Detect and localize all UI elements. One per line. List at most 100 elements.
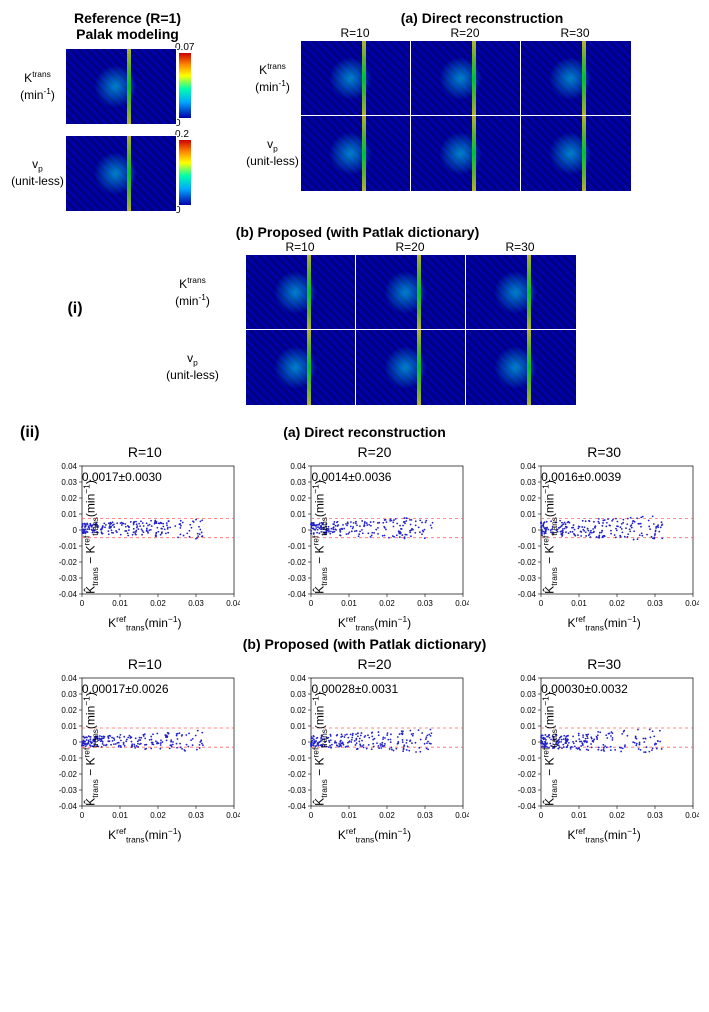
svg-text:0.04: 0.04 (61, 462, 77, 471)
cb0-max: 0.07 (175, 42, 194, 53)
svg-text:0.03: 0.03 (61, 478, 77, 487)
svg-text:-0.03: -0.03 (59, 786, 78, 795)
svg-text:-0.04: -0.04 (59, 802, 78, 811)
y-axis-label: K̂trans − Kreftrans(min−1) (541, 480, 559, 594)
svg-text:-0.03: -0.03 (288, 786, 307, 795)
pb-hm-00 (245, 254, 357, 331)
panel-a-title: (a) Direct reconstruction (245, 10, 709, 26)
pb-col-0: R=10 (245, 240, 355, 254)
svg-text:0: 0 (80, 599, 85, 608)
svg-text:0.02: 0.02 (380, 599, 396, 608)
svg-text:-0.02: -0.02 (518, 558, 537, 567)
svg-text:0.04: 0.04 (456, 811, 470, 820)
svg-text:0.02: 0.02 (521, 706, 537, 715)
panel-b-title: (b) Proposed (with Patlak dictionary) (140, 224, 575, 240)
svg-text:0.01: 0.01 (112, 811, 128, 820)
svg-text:0.03: 0.03 (188, 811, 204, 820)
scatter-subtitle: R=10 (50, 656, 240, 672)
svg-text:0.03: 0.03 (61, 690, 77, 699)
svg-text:0: 0 (309, 811, 314, 820)
scatter-plot: R=20 00.010.020.030.04-0.04-0.03-0.02-0.… (279, 656, 469, 844)
x-axis-label: Kreftrans(min−1) (279, 826, 469, 844)
svg-text:0.03: 0.03 (188, 599, 204, 608)
panel-a: (a) Direct reconstruction R=10 R=20 R=30… (245, 10, 709, 190)
svg-text:0.03: 0.03 (418, 811, 434, 820)
svg-text:0: 0 (532, 526, 537, 535)
svg-text:0.01: 0.01 (61, 722, 77, 731)
scatter-subtitle: R=30 (509, 444, 699, 460)
pb-col-1: R=20 (355, 240, 465, 254)
pb-hm-02 (465, 254, 577, 331)
svg-text:0.02: 0.02 (291, 706, 307, 715)
section-ii: (ii) (a) Direct reconstruction R=10 0 0.0… (10, 424, 709, 845)
scatter-plot: R=20 00.010.020.030.04-0.04-0.03-0.02-0.… (279, 444, 469, 632)
pa-row-label-1: vp(unit-less) (245, 137, 300, 168)
svg-text:0.04: 0.04 (521, 462, 537, 471)
pb-col-2: R=30 (465, 240, 575, 254)
section-ii-tag: (ii) (20, 424, 40, 442)
colorbar-1: 0.2 0 (175, 129, 191, 216)
svg-text:-0.03: -0.03 (288, 574, 307, 583)
cb1-max: 0.2 (175, 129, 189, 140)
pb-hm-11 (355, 329, 467, 406)
svg-text:0.04: 0.04 (291, 674, 307, 683)
svg-text:-0.02: -0.02 (288, 770, 307, 779)
svg-text:0.04: 0.04 (521, 674, 537, 683)
svg-text:0.03: 0.03 (647, 811, 663, 820)
svg-text:0.01: 0.01 (521, 510, 537, 519)
svg-text:-0.02: -0.02 (518, 770, 537, 779)
svg-text:0.01: 0.01 (571, 811, 587, 820)
x-axis-label: Kreftrans(min−1) (50, 614, 240, 632)
svg-text:-0.01: -0.01 (288, 542, 307, 551)
svg-text:0.01: 0.01 (291, 510, 307, 519)
reference-title1: Reference (R=1) (10, 10, 245, 26)
group-title: (a) Direct reconstruction (10, 424, 709, 440)
svg-text:0.03: 0.03 (647, 599, 663, 608)
svg-text:0.02: 0.02 (291, 494, 307, 503)
svg-text:0.01: 0.01 (112, 599, 128, 608)
svg-text:0.02: 0.02 (61, 706, 77, 715)
svg-text:-0.04: -0.04 (288, 802, 307, 811)
pa-hm-01 (410, 40, 522, 117)
svg-text:-0.02: -0.02 (288, 558, 307, 567)
pa-hm-11 (410, 115, 522, 192)
svg-text:-0.01: -0.01 (288, 754, 307, 763)
section-i: Reference (R=1) Palak modeling Ktrans(mi… (10, 10, 709, 404)
svg-text:0.02: 0.02 (380, 811, 396, 820)
svg-text:0.03: 0.03 (291, 478, 307, 487)
svg-text:0.01: 0.01 (342, 599, 358, 608)
svg-text:-0.02: -0.02 (59, 558, 78, 567)
svg-text:-0.04: -0.04 (288, 590, 307, 599)
svg-text:0.04: 0.04 (226, 599, 240, 608)
svg-text:0.03: 0.03 (521, 690, 537, 699)
svg-text:0: 0 (539, 811, 544, 820)
svg-text:0.02: 0.02 (521, 494, 537, 503)
svg-text:0: 0 (72, 738, 77, 747)
svg-text:0.02: 0.02 (150, 599, 166, 608)
pa-col-0: R=10 (300, 26, 410, 40)
pa-hm-00 (300, 40, 412, 117)
svg-text:-0.01: -0.01 (59, 542, 78, 551)
svg-text:0.01: 0.01 (61, 510, 77, 519)
pa-row-label-0: Ktrans(min-1) (245, 61, 300, 94)
svg-text:0.04: 0.04 (226, 811, 240, 820)
scatter-plot: R=30 00.010.020.030.04-0.04-0.03-0.02-0.… (509, 444, 699, 632)
pb-row-label-0: Ktrans(min-1) (140, 275, 245, 308)
svg-text:0: 0 (302, 738, 307, 747)
scatter-subtitle: R=10 (50, 444, 240, 460)
x-axis-label: Kreftrans(min−1) (50, 826, 240, 844)
svg-text:-0.03: -0.03 (518, 786, 537, 795)
ref-heatmap-0 (65, 48, 177, 125)
svg-text:0.04: 0.04 (291, 462, 307, 471)
svg-text:0.01: 0.01 (571, 599, 587, 608)
scatter-plot: R=10 00.010.020.030.04-0.04-0.03-0.02-0.… (50, 656, 240, 844)
x-axis-label: Kreftrans(min−1) (509, 826, 699, 844)
pa-col-2: R=30 (520, 26, 630, 40)
svg-text:-0.01: -0.01 (59, 754, 78, 763)
svg-text:0: 0 (80, 811, 85, 820)
svg-text:0.02: 0.02 (150, 811, 166, 820)
svg-text:-0.01: -0.01 (518, 754, 537, 763)
svg-text:0.02: 0.02 (61, 494, 77, 503)
y-axis-label: K̂trans − Kreftrans(min−1) (311, 693, 329, 807)
svg-text:0: 0 (532, 738, 537, 747)
